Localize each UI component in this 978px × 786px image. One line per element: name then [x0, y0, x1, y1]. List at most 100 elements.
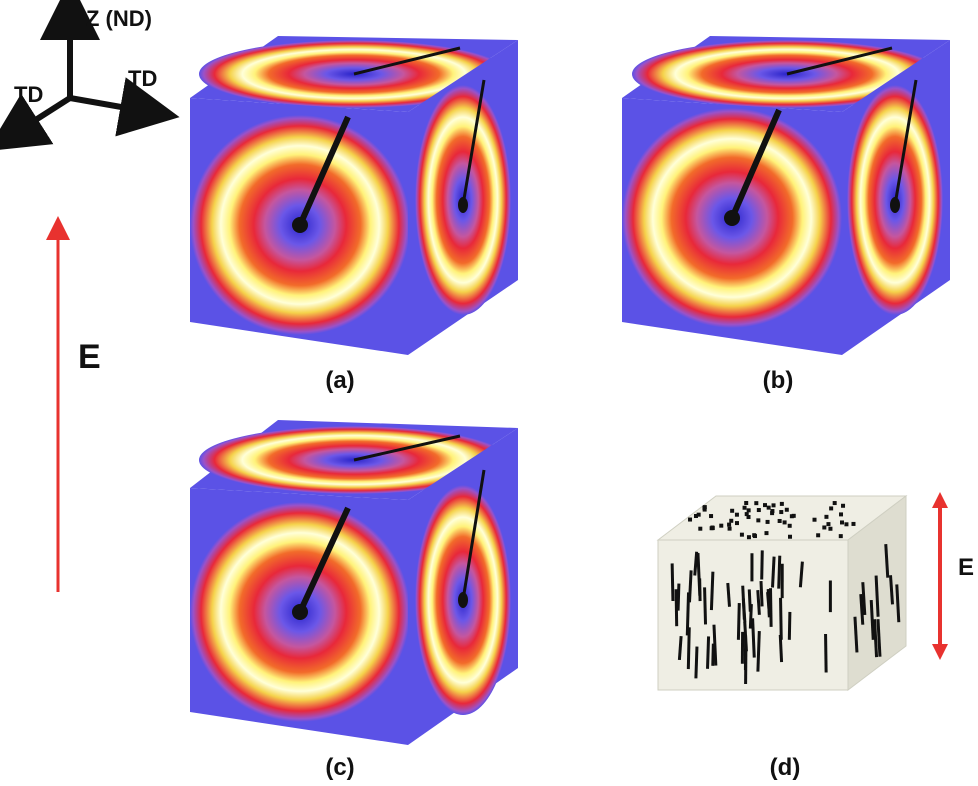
fiber-end-dot	[744, 512, 749, 517]
fiber	[736, 602, 741, 640]
td-left-label: TD	[14, 82, 43, 107]
panel-d-label: (d)	[770, 754, 801, 781]
fiber	[884, 544, 890, 578]
fiber	[771, 556, 776, 588]
fiber	[694, 646, 699, 679]
cube-b: (b)	[622, 36, 950, 394]
cube-a: (a)	[190, 36, 518, 394]
fiber-end-dot	[788, 534, 793, 539]
fiber	[693, 551, 699, 576]
fiber	[711, 643, 715, 666]
fiber-end-dot	[824, 514, 829, 519]
fiber-end-dot	[812, 517, 817, 522]
fiber	[889, 575, 894, 605]
td-right-label: TD	[128, 66, 157, 91]
electric-field-arrow: E	[46, 216, 101, 592]
fiber-end-dot	[791, 513, 796, 518]
fiber-end-dot	[729, 518, 734, 523]
fiber-end-dot	[784, 507, 789, 512]
panel-a-label: (a)	[325, 367, 354, 394]
fiber	[861, 582, 867, 616]
fiber-end-dot	[770, 509, 775, 514]
fiber	[798, 561, 804, 588]
panel-c-label: (c)	[325, 754, 354, 781]
fiber	[747, 589, 752, 612]
fiber	[859, 594, 865, 625]
fiber	[787, 611, 792, 640]
fiber-lines	[670, 544, 901, 685]
fiber	[824, 634, 828, 673]
fiber	[869, 599, 875, 640]
fiber-end-dot	[746, 535, 751, 540]
fiber-end-dot	[816, 533, 821, 538]
fiber	[726, 582, 731, 607]
fiber-end-dot	[832, 501, 837, 506]
fiber	[741, 585, 746, 620]
fiber	[706, 636, 711, 669]
fiber-end-dot	[727, 526, 732, 531]
fiber-end-dot	[693, 514, 698, 519]
fiber-end-dot	[746, 508, 751, 513]
fiber	[895, 584, 901, 623]
small-field-label: E	[958, 554, 974, 581]
fiber	[751, 618, 756, 658]
fiber-end-dot	[742, 505, 747, 510]
fiber	[759, 580, 764, 607]
td-axis-left	[0, 93, 72, 152]
fiber	[766, 591, 772, 617]
fiber-end-dot	[746, 515, 751, 520]
fiber-end-dot	[851, 521, 856, 526]
fiber-end-dot	[756, 518, 761, 523]
fiber	[687, 570, 693, 603]
fiber-end-dot	[826, 522, 831, 527]
fiber-end-dot	[829, 506, 834, 511]
panel-b-label: (b)	[763, 367, 794, 394]
fiber-ends	[688, 500, 856, 540]
fiber-end-dot	[841, 503, 846, 508]
fiber-end-dot	[698, 526, 703, 531]
fiber-end-dot	[730, 508, 735, 513]
fiber-end-dot	[702, 507, 707, 512]
fiber-end-dot	[702, 505, 707, 510]
fiber	[756, 590, 761, 615]
z-axis-label: Z (ND)	[86, 6, 152, 31]
fiber	[676, 583, 681, 611]
fiber-end-dot	[727, 522, 732, 527]
fiber-end-dot	[754, 501, 759, 506]
fiber	[769, 588, 773, 627]
fiber-end-dot	[719, 523, 724, 528]
fiber-end-dot	[765, 519, 770, 524]
fiber-end-dot	[739, 532, 744, 537]
fiber-end-dot	[771, 503, 776, 508]
small-field-arrow: E	[932, 492, 974, 660]
fiber-end-dot	[779, 501, 784, 506]
fiber	[674, 589, 679, 627]
fiber-end-dot	[764, 531, 769, 536]
fiber-end-dot	[763, 503, 768, 508]
fiber-end-dot	[766, 505, 771, 510]
fiber-end-dot	[844, 522, 849, 527]
fiber	[779, 597, 783, 640]
schematic-d: (d)	[656, 494, 908, 781]
fiber-end-dot	[787, 523, 792, 528]
fiber-end-dot	[828, 526, 833, 531]
fiber-end-dot	[779, 510, 784, 515]
fiber-end-dot	[777, 518, 782, 523]
fiber	[876, 619, 882, 657]
fiber-end-dot	[696, 512, 701, 517]
field-label: E	[78, 338, 101, 376]
fiber	[677, 635, 683, 661]
fiber	[760, 550, 764, 580]
fiber	[756, 631, 761, 672]
fiber-end-dot	[744, 500, 749, 505]
fiber	[709, 571, 715, 611]
fiber	[712, 624, 718, 666]
cube-c: (c)	[190, 420, 518, 781]
fiber-end-dot	[839, 512, 844, 517]
fiber-end-dot	[752, 533, 757, 538]
fiber-end-dot	[710, 525, 715, 530]
fiber	[777, 555, 782, 589]
fiber	[874, 575, 880, 617]
fiber-end-dot	[709, 514, 714, 519]
fiber-end-dot	[840, 520, 845, 525]
